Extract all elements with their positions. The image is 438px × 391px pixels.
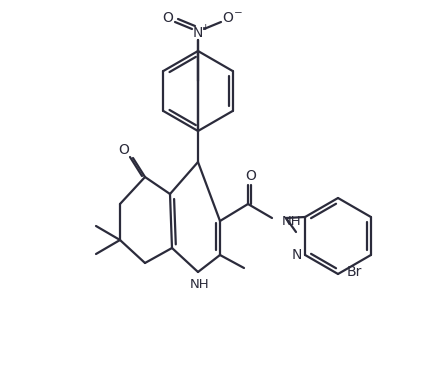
- Text: N: N: [192, 26, 203, 40]
- Text: −: −: [233, 8, 242, 18]
- Text: Br: Br: [346, 265, 361, 279]
- Text: +: +: [201, 23, 208, 32]
- Text: NH: NH: [281, 215, 301, 228]
- Text: O: O: [118, 143, 129, 157]
- Text: O: O: [222, 11, 233, 25]
- Text: N: N: [291, 248, 302, 262]
- Text: NH: NH: [190, 278, 209, 291]
- Text: O: O: [245, 169, 256, 183]
- Text: O: O: [162, 11, 173, 25]
